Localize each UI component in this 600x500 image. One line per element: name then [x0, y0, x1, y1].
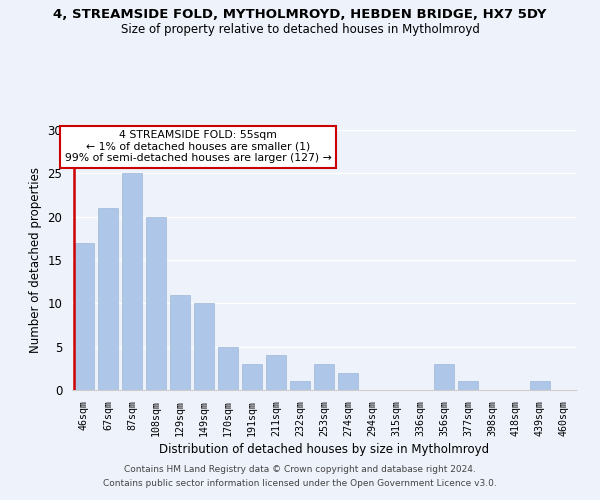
Bar	[314, 364, 334, 390]
Bar	[290, 382, 310, 390]
Text: Contains HM Land Registry data © Crown copyright and database right 2024.
Contai: Contains HM Land Registry data © Crown c…	[103, 466, 497, 487]
Bar	[98, 208, 118, 390]
Text: Size of property relative to detached houses in Mytholmroyd: Size of property relative to detached ho…	[121, 22, 479, 36]
Bar	[122, 174, 142, 390]
Bar	[218, 346, 238, 390]
Y-axis label: Number of detached properties: Number of detached properties	[29, 167, 42, 353]
Bar	[266, 356, 286, 390]
Bar	[338, 372, 358, 390]
Bar	[146, 216, 166, 390]
Text: 4, STREAMSIDE FOLD, MYTHOLMROYD, HEBDEN BRIDGE, HX7 5DY: 4, STREAMSIDE FOLD, MYTHOLMROYD, HEBDEN …	[53, 8, 547, 20]
Bar	[458, 382, 478, 390]
Text: Distribution of detached houses by size in Mytholmroyd: Distribution of detached houses by size …	[159, 442, 489, 456]
Bar	[530, 382, 550, 390]
Bar	[74, 242, 94, 390]
Bar	[242, 364, 262, 390]
Bar	[170, 294, 190, 390]
Bar	[434, 364, 454, 390]
Text: 4 STREAMSIDE FOLD: 55sqm
← 1% of detached houses are smaller (1)
99% of semi-det: 4 STREAMSIDE FOLD: 55sqm ← 1% of detache…	[65, 130, 331, 163]
Bar	[194, 304, 214, 390]
